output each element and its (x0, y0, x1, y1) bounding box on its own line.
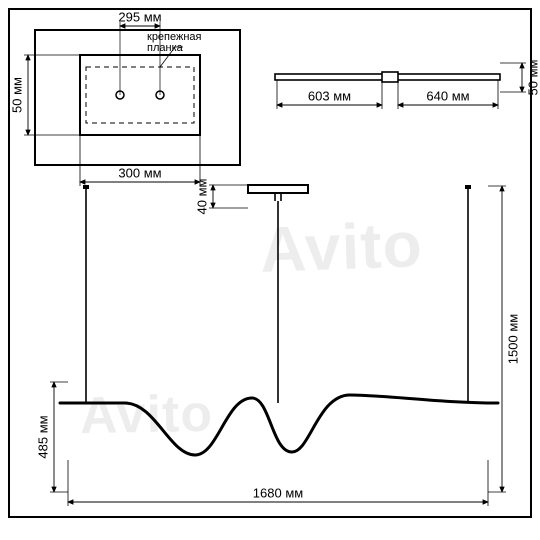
svg-text:1680 мм: 1680 мм (253, 485, 303, 500)
rail-joint (382, 72, 398, 82)
svg-text:50 мм: 50 мм (525, 59, 540, 95)
svg-text:50 мм: 50 мм (9, 77, 24, 113)
detail-frame (35, 30, 240, 165)
lamp-wave (60, 395, 498, 455)
wire-cap (465, 185, 471, 189)
svg-text:1500 мм: 1500 мм (505, 314, 520, 364)
wire-cap (83, 185, 89, 189)
svg-text:603 мм: 603 мм (308, 88, 351, 103)
svg-text:40 мм: 40 мм (194, 178, 209, 214)
mount-dashed (86, 67, 194, 123)
annot-label: крепежнаяпланка (147, 31, 202, 54)
svg-text:300 мм: 300 мм (118, 165, 161, 180)
ceiling-canopy (248, 185, 308, 193)
svg-text:640 мм: 640 мм (426, 88, 469, 103)
svg-text:295 мм: 295 мм (118, 9, 161, 24)
svg-text:485 мм: 485 мм (35, 415, 50, 458)
